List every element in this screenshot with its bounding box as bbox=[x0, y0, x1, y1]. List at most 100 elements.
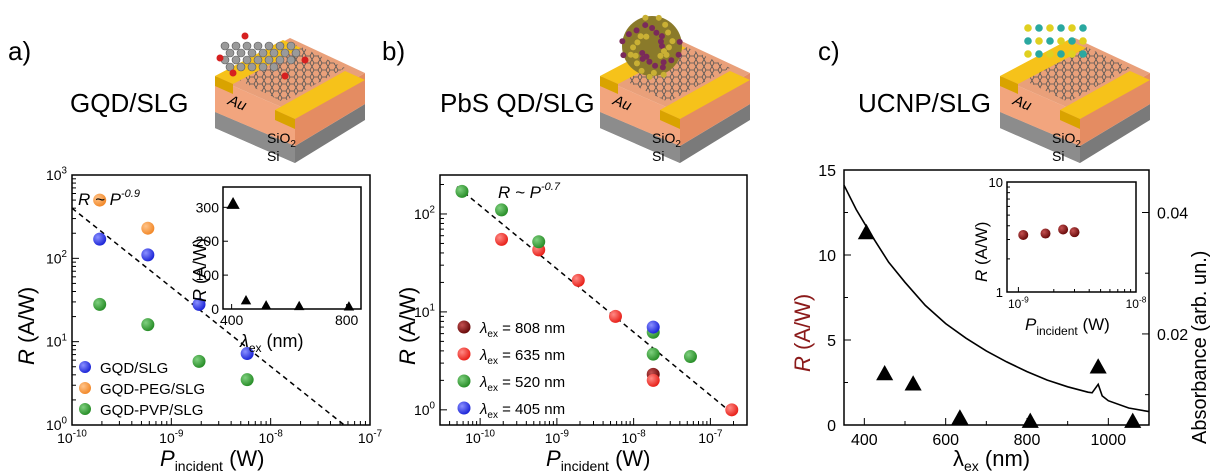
inset-c-ytick-label: 1 bbox=[996, 285, 1003, 300]
chart-b-fit-line bbox=[456, 186, 734, 415]
oxygen-atom bbox=[216, 54, 224, 62]
pbs-atom bbox=[660, 59, 667, 66]
chart-b-ytick-label: 102 bbox=[414, 205, 435, 222]
si-label: Si bbox=[1052, 148, 1064, 164]
carbon-atom bbox=[231, 55, 241, 65]
legend-a-marker-1 bbox=[79, 361, 91, 373]
pbs-atom bbox=[649, 25, 656, 32]
au-electrode-right-top bbox=[1060, 71, 1150, 119]
chart-c-ylabel: R (A/W) bbox=[790, 294, 815, 372]
carbon-atom bbox=[225, 48, 235, 58]
chart-b-legend: λex = 808 nm λex = 635 nm λex = 520 nm λex … bbox=[457, 320, 565, 421]
carbon-atom bbox=[220, 41, 230, 51]
ucnp-atom bbox=[1068, 37, 1076, 45]
chart-b-point-s1 bbox=[608, 309, 622, 323]
chart-c-point bbox=[857, 223, 875, 240]
chart-a-legend: GQD/SLG GQD-PEG/SLG GQD-PVP/SLG bbox=[79, 360, 205, 419]
pbs-atom bbox=[643, 33, 650, 40]
carbon-atom bbox=[286, 55, 296, 65]
pbs-atom bbox=[646, 73, 653, 80]
chart-a-ylabel: R (A/W) bbox=[14, 287, 39, 365]
chart-a-fit-line bbox=[71, 207, 345, 426]
pbs-atom bbox=[625, 31, 632, 38]
chart-a-ytick-label: 101 bbox=[46, 332, 67, 349]
pbs-atom bbox=[643, 53, 650, 60]
chart-a-ytick-label: 100 bbox=[46, 416, 68, 433]
ucnp-atom bbox=[1046, 37, 1054, 45]
si-front bbox=[1000, 112, 1080, 163]
au-electrode-left-front bbox=[600, 76, 618, 94]
pbs-atom bbox=[642, 14, 649, 21]
inset-c-xtick-label: 10-8 bbox=[1126, 295, 1147, 311]
pbs-atom bbox=[668, 57, 675, 64]
carbon-atom bbox=[286, 41, 296, 51]
inset-a-xlabel: λex (nm) bbox=[239, 331, 304, 355]
chart-b-point-s1 bbox=[725, 403, 739, 417]
au-label: Au bbox=[225, 92, 250, 115]
si-front bbox=[600, 112, 680, 163]
ucnp-atom bbox=[1057, 50, 1065, 58]
inset-a-ytick-label: 200 bbox=[196, 233, 220, 249]
carbon-atom bbox=[247, 48, 257, 58]
gqd-molecule bbox=[216, 32, 309, 80]
ucnp-atom bbox=[1046, 24, 1054, 32]
legend-b-label-4: λex = 405 nm bbox=[479, 401, 565, 421]
chart-b-ylabel: R (A/W) bbox=[395, 287, 420, 365]
inset-c-point bbox=[1018, 229, 1029, 240]
chart-a-xtick-label: 10-9 bbox=[159, 429, 183, 446]
sio2-side bbox=[295, 73, 365, 146]
au-label: Au bbox=[1010, 92, 1035, 115]
chart-b-point-s2 bbox=[455, 184, 469, 198]
chart-b-xtick-label: 10-10 bbox=[465, 429, 495, 446]
carbon-atom bbox=[275, 41, 285, 51]
sio2-side bbox=[1080, 73, 1150, 146]
ucnp-atom bbox=[1057, 37, 1065, 45]
chart-a-point-s1 bbox=[141, 221, 155, 235]
pbs-atom bbox=[652, 62, 659, 69]
pbs-atom bbox=[619, 38, 626, 45]
pbs-atom bbox=[665, 44, 672, 51]
chart-c-ytick-label: 10 bbox=[818, 248, 836, 265]
pbs-atom bbox=[637, 33, 644, 40]
au-electrode-right-front bbox=[275, 110, 295, 129]
carbon-atom bbox=[236, 62, 246, 72]
ucnp-atom bbox=[1079, 50, 1087, 58]
graphene-sheet bbox=[1020, 45, 1130, 102]
chart-a-annotation: R ~ P-0.9 bbox=[78, 188, 140, 209]
chart-b-xlabel: Pincident (W) bbox=[546, 446, 650, 473]
sio2-label: SiO2 bbox=[652, 130, 681, 150]
chart-a-point-s2 bbox=[93, 297, 107, 311]
inset-a-ytick-label: 0 bbox=[211, 301, 219, 317]
panel-b-letter: b) bbox=[382, 36, 405, 66]
chart-a-xtick-label: 10-8 bbox=[259, 429, 284, 446]
chart-b-annotation: R ~ P-0.7 bbox=[498, 181, 561, 202]
pbs-atom bbox=[658, 33, 665, 40]
legend-a-marker-2 bbox=[79, 382, 91, 394]
chart-a-point-s0 bbox=[240, 347, 254, 361]
legend-b-label-2: λex = 635 nm bbox=[479, 347, 565, 367]
ucnp-atom bbox=[1068, 24, 1076, 32]
chart-a-point-s2 bbox=[141, 318, 155, 332]
pbs-atom bbox=[646, 58, 653, 65]
pbs-atom bbox=[638, 67, 645, 74]
legend-b-marker-1 bbox=[457, 320, 471, 334]
chart-c-point bbox=[904, 375, 922, 391]
chart-b: 10-10 10-9 10-8 10-7 100 101 102 R ~ P-0.7 λex… bbox=[395, 174, 748, 473]
chart-b-point-s2 bbox=[683, 350, 697, 364]
chart-b-ytick-label: 101 bbox=[414, 303, 435, 320]
inset-c-ylabel: R (A/W) bbox=[972, 222, 991, 282]
chart-c-inset: 10-9 10-8 1 10 R (A/W) Pincident (W) bbox=[972, 175, 1147, 338]
chart-c-ytick-label: 0 bbox=[827, 418, 836, 435]
chart-b-ytick-label: 100 bbox=[414, 401, 436, 418]
au-electrode-right-front bbox=[660, 110, 680, 129]
ucnp-atom bbox=[1024, 50, 1032, 58]
legend-b-label-1: λex = 808 nm bbox=[479, 320, 565, 340]
ucnp-atom bbox=[1035, 50, 1043, 58]
inset-a-point bbox=[343, 301, 355, 311]
chart-a-ytick-label: 103 bbox=[46, 166, 68, 183]
carbon-atom bbox=[258, 48, 268, 58]
